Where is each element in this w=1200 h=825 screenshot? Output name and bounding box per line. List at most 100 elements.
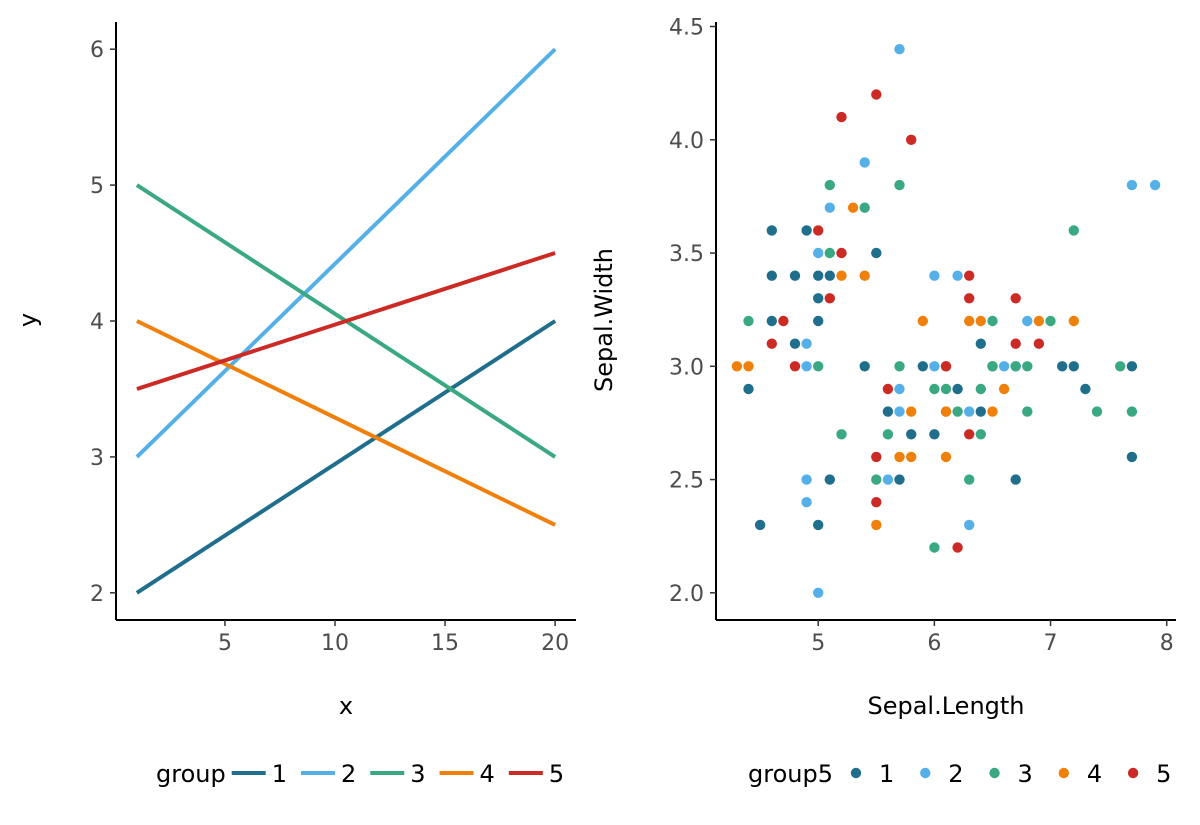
scatter-point-group-5 [1010,293,1021,304]
scatter-point-group-3 [1115,361,1126,372]
scatter-point-group-4 [987,406,998,417]
x-tick-label: 6 [927,631,941,656]
scatter-point-group-4 [894,451,905,463]
scatter-point-group-2 [929,361,940,372]
legend-key-point-5 [1127,767,1139,779]
scatter-point-group-1 [743,383,754,395]
legend-label-2: 2 [948,760,963,788]
legend: group 1 2 3 4 5 [156,760,564,788]
scatter-point-group-2 [894,44,905,55]
scatter-point-group-1 [754,519,766,531]
x-axis-title: x [339,692,353,720]
legend-title: group5 [748,760,833,788]
scatter-point-group-5 [964,270,975,281]
scatter-point-group-2 [894,406,905,417]
scatter-point-group-4 [906,451,917,463]
scatter-point-group-1 [975,406,986,417]
y-tick-label: 3.0 [669,355,704,380]
scatter-point-group-2 [813,587,824,598]
scatter-point-group-2 [894,383,905,395]
x-tick-label: 15 [431,631,459,656]
scatter-point-group-3 [1022,406,1033,417]
scatter-point-group-2 [824,202,835,213]
scatter-point-group-1 [1068,361,1080,372]
scatter-point-group-5 [964,429,975,440]
scatter-point-group-3 [824,247,835,259]
scatter-point-group-3 [1045,315,1056,327]
scatter-point-group-1 [1126,361,1138,372]
scatter-point-group-1 [801,225,812,236]
legend-key-point-4 [1058,767,1070,779]
scatter-point-group-4 [743,361,754,372]
scatter-point-group-5 [813,225,824,236]
scatter-point-group-5 [871,89,882,100]
scatter-point-group-3 [882,429,894,440]
scatter-point-group-2 [1126,179,1138,191]
scatter-point-group-1 [813,270,824,281]
scatter-point-group-2 [964,406,975,417]
scatter-point-group-3 [987,361,998,372]
scatter-point-group-3 [813,361,824,372]
scatter-point-group-3 [1091,406,1103,417]
legend-label-1: 1 [879,760,894,788]
scatter-point-group-1 [766,270,777,281]
scatter-point-group-4 [871,519,882,531]
scatter-point-group-3 [987,315,998,327]
scatter-point-group-1 [789,338,801,349]
y-tick-label: 2 [90,582,104,607]
legend-key-point-1 [850,767,862,779]
y-tick-label: 4 [90,310,104,335]
scatter-point-group-5 [940,361,952,372]
scatter-point-group-1 [1080,383,1091,395]
scatter-point-group-4 [998,383,1010,395]
scatter-point-group-4 [975,315,986,327]
scatter-point-group-1 [789,270,801,281]
legend-label-3: 3 [410,760,425,788]
y-axis-title: y [14,313,42,327]
line-chart-panel: 2 3 4 5 6 5 10 15 20 x y group 1 2 3 4 5 [14,22,576,788]
scatter-point-group-3 [743,315,754,327]
y-tick-label: 4.0 [669,129,704,154]
scatter-point-group-1 [824,270,835,281]
legend: group5 1 2 3 4 5 [748,760,1171,788]
scatter-point-group-3 [964,474,975,485]
scatter-point-group-5 [964,293,975,304]
scatter-point-group-1 [813,293,824,304]
scatter-point-group-3 [1010,361,1021,372]
scatter-point-group-5 [882,383,894,395]
scatter-point-group-1 [975,338,986,349]
scatter-point-group-2 [801,497,812,508]
scatter-point-group-1 [894,474,905,485]
y-tick-label: 4.5 [669,16,704,41]
legend-key-point-2 [920,767,931,779]
legend-label-5: 5 [549,760,564,788]
scatter-point-group-4 [917,315,928,327]
legend-label-1: 1 [272,760,287,788]
scatter-point-group-2 [1149,179,1161,191]
x-tick-label: 7 [1044,631,1058,656]
scatter-point-group-4 [1033,315,1045,327]
scatter-point-group-5 [871,451,882,463]
series-line-1 [135,319,557,595]
scatter-point-group-2 [859,157,870,168]
scatter-point-group-3 [940,383,952,395]
scatter-point-group-2 [801,338,812,349]
x-tick-label: 8 [1160,631,1174,656]
scatter-point-group-2 [801,361,812,372]
scatter-point-group-1 [871,247,882,259]
legend-label-4: 4 [480,760,495,788]
scatter-point-group-5 [766,338,777,349]
scatter-point-group-4 [940,406,952,417]
scatter-point-group-1 [917,361,928,372]
scatter-point-group-1 [1126,451,1138,463]
scatter-point-group-1 [1057,361,1068,372]
scatter-point-group-5 [824,293,835,304]
scatter-point-group-2 [929,270,940,281]
scatter-point-group-5 [778,315,789,327]
scatter-point-group-1 [766,225,777,236]
series-line-4 [136,319,556,527]
scatter-point-group-4 [940,451,952,463]
scatter-point-group-4 [731,361,743,372]
scatter-point-group-5 [906,134,917,145]
scatter-point-group-4 [836,270,847,281]
